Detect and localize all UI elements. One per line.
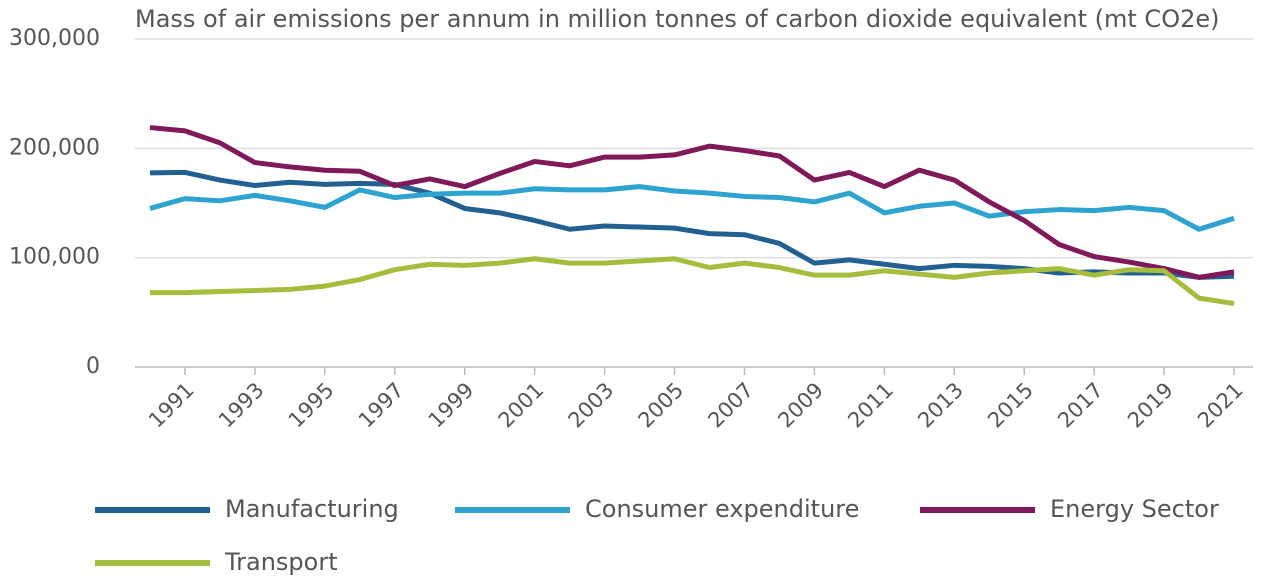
- chart-title: Mass of air emissions per annum in milli…: [135, 5, 1219, 33]
- legend-label: Energy Sector: [1050, 495, 1219, 523]
- x-tick-label: 2003: [564, 378, 619, 433]
- y-tick-label: 100,000: [9, 245, 100, 270]
- line: [149, 169, 1235, 280]
- x-tick-label: 2021: [1193, 378, 1248, 433]
- x-tick-label: 2019: [1123, 378, 1178, 433]
- y-tick-label: 200,000: [9, 135, 100, 160]
- line: [149, 125, 1235, 280]
- x-tick-label: 1997: [354, 378, 409, 433]
- y-tick-label: 300,000: [9, 26, 100, 51]
- legend-label: Transport: [224, 548, 338, 576]
- legend-label: Consumer expenditure: [585, 495, 859, 523]
- x-tick-label: 2011: [843, 378, 898, 433]
- x-tick-label: 2007: [703, 378, 758, 433]
- x-tick-label: 1995: [284, 378, 339, 433]
- legend-label: Manufacturing: [225, 495, 399, 523]
- x-tick-label: 1991: [144, 378, 199, 433]
- line: [149, 184, 1235, 232]
- x-tick-label: 2015: [983, 378, 1038, 433]
- x-tick-label: 2005: [634, 378, 689, 433]
- x-tick-label: 1993: [214, 378, 269, 433]
- x-tick-label: 2013: [913, 378, 968, 433]
- x-tick-label: 2001: [494, 378, 549, 433]
- line: [150, 256, 1235, 307]
- y-tick-label: 0: [86, 354, 100, 379]
- x-tick-label: 2009: [773, 378, 828, 433]
- x-tick-label: 2017: [1053, 378, 1108, 433]
- x-tick-label: 1999: [424, 378, 479, 433]
